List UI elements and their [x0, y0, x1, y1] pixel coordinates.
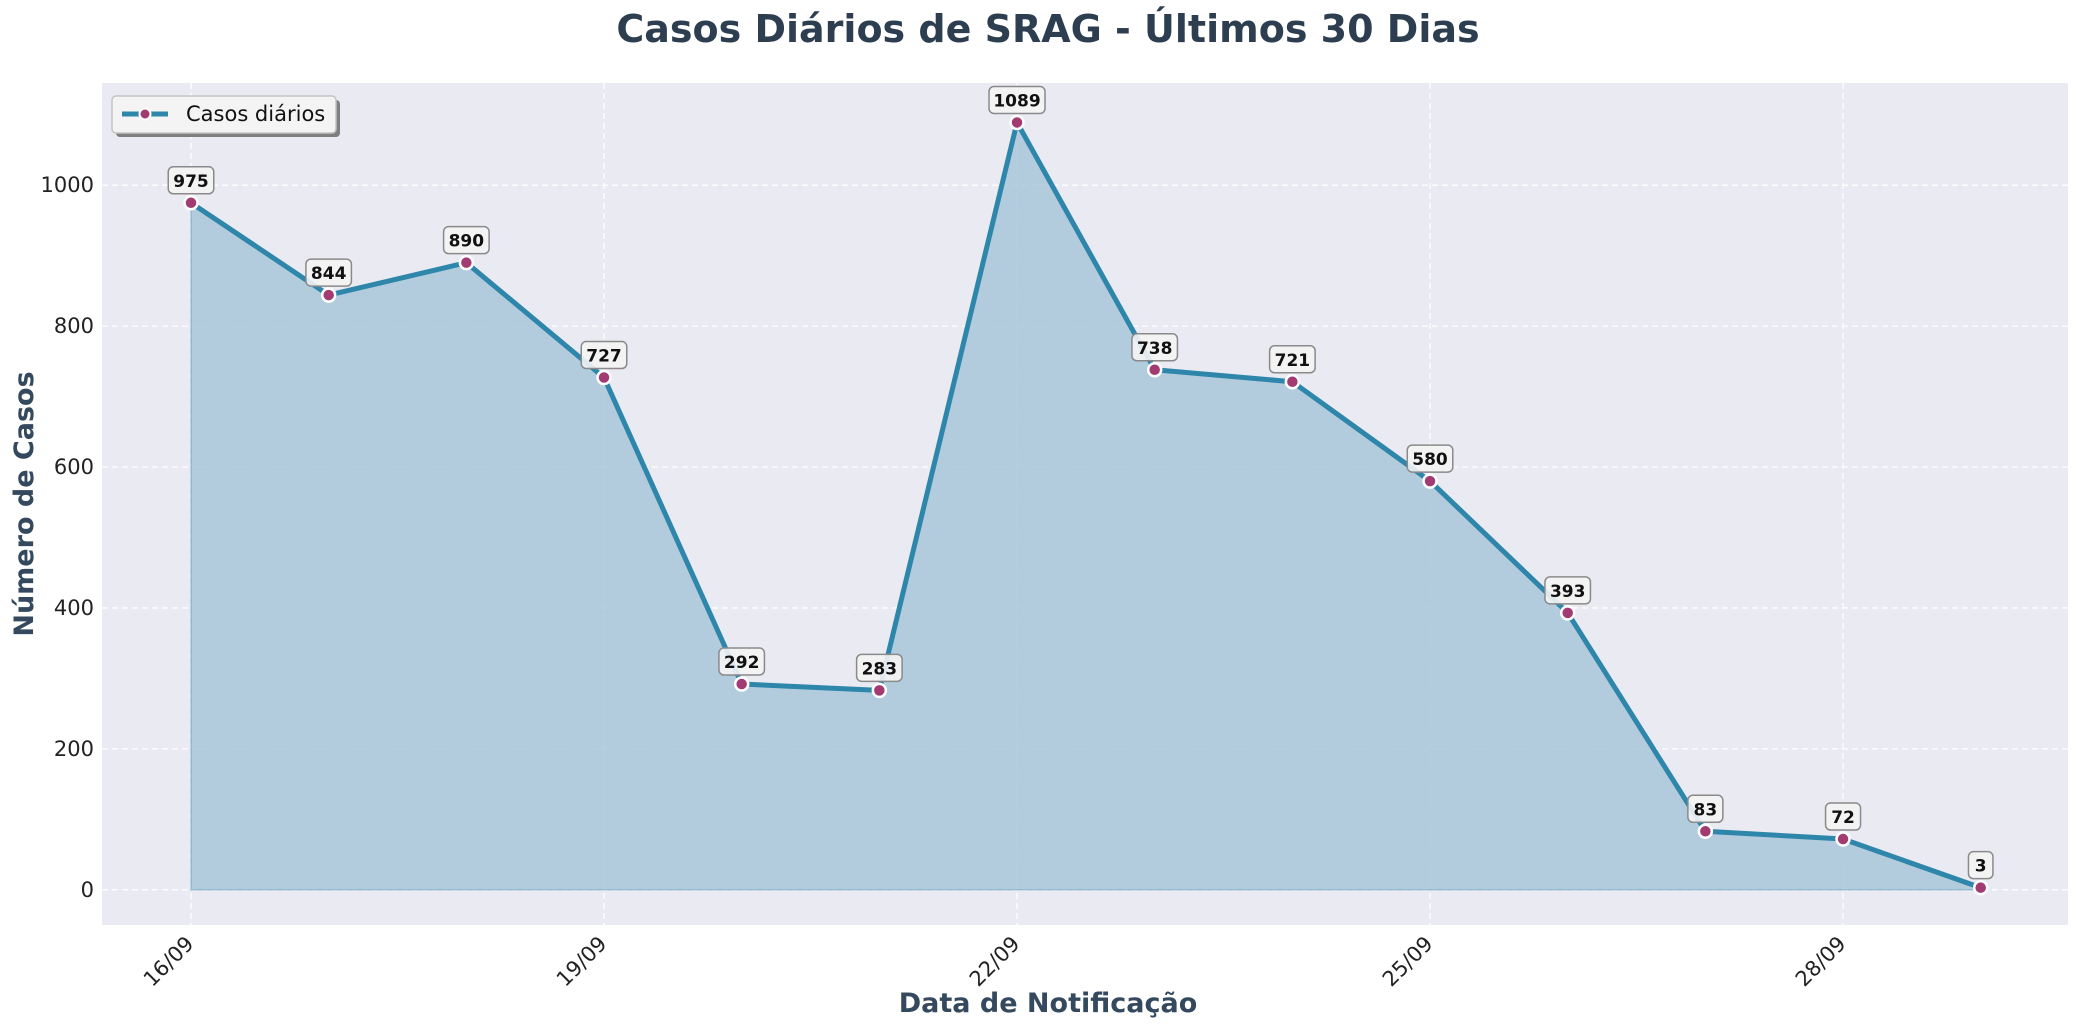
data-label: 3: [1967, 850, 1994, 880]
data-label-box: [305, 258, 353, 287]
data-label-box: [1824, 802, 1862, 831]
data-label-box: [167, 166, 215, 195]
data-label-layer: 975 844 890 727 292 283 1089 738 721 580 393 83 72 3: [167, 85, 1994, 880]
data-point: [1972, 879, 1989, 896]
y-tick-label: 1000: [41, 173, 94, 197]
data-point: [733, 676, 750, 692]
data-label-box: [1544, 576, 1592, 605]
data-label: 283: [855, 653, 903, 683]
data-label-text: 844: [311, 264, 347, 284]
data-label-text: 580: [1412, 450, 1448, 470]
data-label: 292: [718, 647, 766, 676]
data-label: 393: [1544, 576, 1592, 605]
data-point: [183, 195, 199, 211]
data-label-text: 83: [1694, 800, 1718, 820]
data-label-box: [1131, 333, 1179, 362]
legend: Casos diários: [111, 95, 340, 137]
data-label-box: [580, 340, 628, 370]
data-label: 580: [1406, 444, 1454, 473]
y-tick-label: 600: [54, 455, 94, 479]
data-label: 721: [1268, 345, 1316, 374]
data-label: 738: [1131, 333, 1179, 362]
y-tick-label: 800: [54, 314, 94, 338]
data-label-box: [1967, 850, 1994, 880]
y-tick-label: 400: [54, 596, 94, 620]
data-label-text: 72: [1831, 808, 1855, 828]
data-point: [1559, 605, 1576, 621]
data-label-text: 727: [586, 347, 622, 367]
legend-box: [111, 95, 337, 134]
data-point: [1009, 114, 1025, 131]
data-label-box: [1687, 794, 1724, 824]
chart-title: Casos Diários de SRAG - Últimos 30 Dias: [616, 7, 1479, 51]
data-label-text: 393: [1550, 582, 1586, 602]
data-label-text: 890: [449, 232, 485, 252]
y-tick-label: 200: [54, 737, 94, 761]
series-line-layer: [188, 119, 1984, 891]
data-label-box: [1406, 444, 1454, 473]
data-label-text: 721: [1275, 351, 1311, 371]
y-axis-ticks: 0 200 400 600 800 1000: [41, 173, 94, 902]
data-label-box: [855, 653, 903, 683]
data-point: [871, 682, 888, 699]
data-label-text: 975: [173, 172, 209, 192]
data-label: 844: [305, 258, 353, 287]
data-label-text: 3: [1975, 857, 1987, 877]
data-label-text: 1089: [993, 91, 1040, 111]
data-point: [1422, 473, 1438, 489]
data-label: 1089: [988, 85, 1046, 115]
series-line: [188, 119, 1984, 891]
data-label-box: [988, 85, 1046, 115]
data-label-text: 738: [1137, 339, 1173, 359]
data-point: [1284, 374, 1301, 390]
y-axis-label: Número de Casos: [9, 371, 40, 636]
legend-marker-swatch: [138, 107, 152, 121]
data-label: 727: [580, 340, 628, 370]
data-point: [1146, 362, 1163, 378]
data-point: [596, 369, 612, 386]
y-tick-label: 0: [81, 878, 94, 902]
data-label-box: [442, 225, 490, 255]
marker-layer: [183, 114, 1989, 896]
data-label: 83: [1687, 794, 1724, 824]
x-axis-label: Data de Notificação: [899, 988, 1198, 1019]
data-label: 890: [442, 225, 490, 255]
legend-label: Casos diários: [186, 102, 325, 126]
data-label: 975: [167, 166, 215, 195]
data-label-text: 292: [724, 653, 760, 673]
data-label-box: [1268, 345, 1316, 374]
data-point: [1835, 831, 1851, 847]
data-point: [1697, 823, 1714, 840]
data-point: [320, 287, 337, 303]
data-label: 72: [1824, 802, 1862, 831]
data-point: [458, 254, 475, 271]
data-label-text: 283: [862, 659, 898, 679]
data-label-box: [718, 647, 766, 676]
